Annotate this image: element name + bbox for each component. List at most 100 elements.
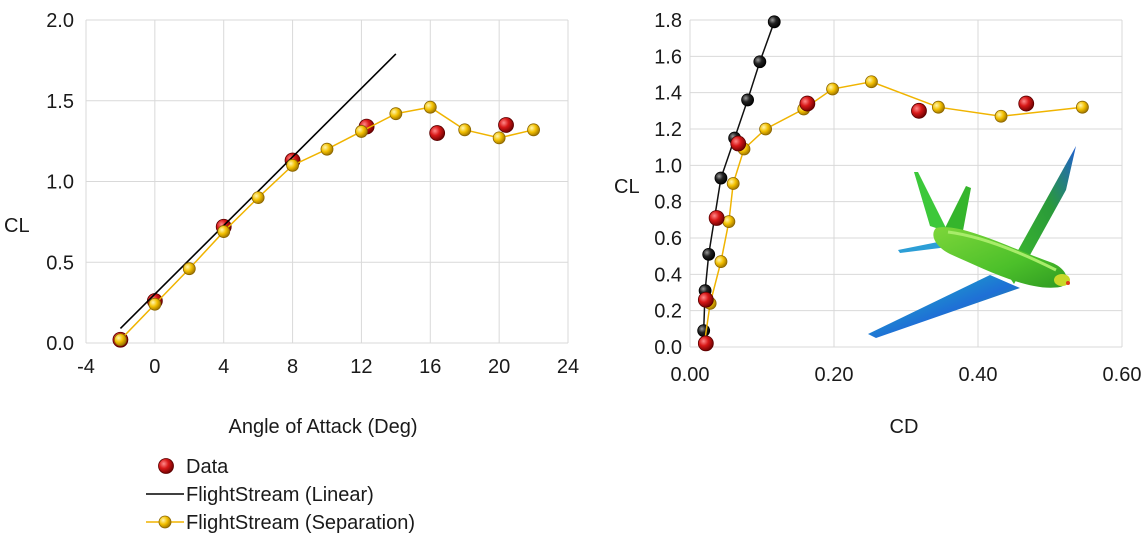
right-x-ticks: 0.00 0.20 0.40 0.60 bbox=[671, 364, 1142, 386]
series-1-point-5 bbox=[741, 93, 754, 107]
y-tick-label: 1.6 bbox=[654, 46, 682, 68]
series-1-point-2 bbox=[702, 247, 716, 261]
series-1-point-3 bbox=[714, 171, 728, 185]
series-2-point-2 bbox=[182, 262, 196, 276]
legend-marker-data bbox=[158, 458, 174, 474]
series-2-point-9 bbox=[423, 100, 437, 114]
series-2-point-7 bbox=[355, 125, 368, 138]
y-tick-label: 2.0 bbox=[46, 10, 74, 32]
x-tick-label: 0.40 bbox=[959, 364, 998, 386]
left-wing-shape bbox=[1006, 146, 1076, 284]
cl-vs-alpha-chart: 0.0 0.5 1.0 1.5 2.0 -4 0 4 8 12 16 20 24 CL Angle o… bbox=[4, 10, 579, 438]
fuselage-shape bbox=[933, 227, 1067, 288]
legend-item: FlightStream (Linear) bbox=[146, 484, 374, 506]
left-x-axis-label: Angle of Attack (Deg) bbox=[229, 416, 418, 438]
series-2-point-6 bbox=[759, 122, 772, 136]
legend-label: FlightStream (Linear) bbox=[186, 484, 374, 506]
series-line-2 bbox=[119, 106, 534, 341]
right-y-axis-label: CL bbox=[614, 176, 640, 198]
y-tick-label: 0.0 bbox=[46, 333, 74, 355]
right-x-axis-label: CD bbox=[890, 416, 919, 438]
left-y-axis-label: CL bbox=[4, 215, 30, 237]
series-1-point-6 bbox=[753, 55, 767, 69]
x-tick-label: 0.60 bbox=[1103, 364, 1142, 386]
legend-label: FlightStream (Separation) bbox=[186, 512, 415, 534]
y-tick-label: 0.2 bbox=[654, 301, 682, 323]
series-0-point-3 bbox=[730, 135, 747, 152]
y-tick-label: 0.8 bbox=[654, 192, 682, 214]
series-2-point-10 bbox=[458, 123, 472, 137]
legend-marker-separation bbox=[158, 515, 172, 529]
series-2-point-8 bbox=[826, 82, 839, 96]
series-0-point-0 bbox=[697, 335, 714, 352]
series-2-point-1 bbox=[148, 297, 162, 311]
y-tick-label: 1.0 bbox=[46, 172, 74, 194]
series-1-point-0 bbox=[697, 324, 711, 338]
series-0-point-6 bbox=[1018, 95, 1035, 112]
series-0-point-2 bbox=[708, 210, 725, 226]
left-grid bbox=[85, 19, 569, 344]
x-tick-label: 20 bbox=[488, 356, 510, 378]
right-y-ticks: 0.0 0.2 0.4 0.6 0.8 1.0 1.2 1.4 1.6 1.8 bbox=[654, 10, 682, 359]
series-0-point-4 bbox=[799, 95, 816, 112]
series-2-point-12 bbox=[527, 123, 540, 137]
x-tick-label: -4 bbox=[77, 356, 95, 378]
legend: Data FlightStream (Linear) FlightStream (S… bbox=[146, 456, 415, 534]
x-tick-label: 4 bbox=[218, 356, 229, 378]
series-2-point-0 bbox=[114, 333, 127, 347]
left-x-ticks: -4 0 4 8 12 16 20 24 bbox=[77, 356, 579, 378]
x-tick-label: 12 bbox=[350, 356, 372, 378]
series-line-2 bbox=[703, 80, 1083, 344]
series-2-point-4 bbox=[726, 177, 740, 190]
y-tick-label: 1.8 bbox=[654, 10, 682, 32]
y-tick-label: 1.2 bbox=[654, 119, 682, 141]
left-marks bbox=[112, 53, 540, 348]
legend-label: Data bbox=[186, 456, 229, 478]
y-tick-label: 0.4 bbox=[654, 264, 682, 286]
x-tick-label: 0.20 bbox=[815, 364, 854, 386]
series-2-point-9 bbox=[865, 75, 878, 89]
series-1-point-7 bbox=[767, 15, 781, 29]
x-tick-label: 16 bbox=[419, 356, 441, 378]
series-0-point-5 bbox=[911, 102, 927, 119]
nose-tip-shape bbox=[1066, 281, 1070, 285]
legend-item: Data bbox=[158, 456, 229, 478]
vertical-tail-shape bbox=[944, 186, 971, 236]
series-line-1 bbox=[119, 53, 397, 330]
series-2-point-11 bbox=[492, 131, 506, 145]
fuselage-highlight-shape bbox=[947, 230, 1057, 272]
series-2-point-3 bbox=[217, 225, 231, 238]
series-0-point-5 bbox=[429, 125, 446, 141]
right-stabilizer-shape bbox=[914, 172, 948, 232]
x-tick-label: 0 bbox=[149, 356, 160, 378]
right-wing-shape bbox=[868, 275, 1020, 338]
series-0-point-6 bbox=[498, 117, 514, 133]
y-tick-label: 1.0 bbox=[654, 155, 682, 177]
series-2-point-8 bbox=[389, 107, 403, 121]
series-0-point-1 bbox=[697, 291, 714, 308]
cl-vs-cd-chart: 0.00.20.40.60.81.01.21.41.61.8 0.00 0.20 0… bbox=[614, 10, 1141, 438]
left-y-ticks: 0.0 0.5 1.0 1.5 2.0 bbox=[46, 10, 74, 355]
x-tick-label: 0.00 bbox=[671, 364, 710, 386]
series-2-point-4 bbox=[251, 191, 265, 205]
y-tick-label: 0.6 bbox=[654, 228, 682, 250]
right-marks bbox=[697, 95, 1035, 352]
x-tick-label: 24 bbox=[557, 356, 579, 378]
series-2-point-5 bbox=[286, 158, 299, 172]
series-2-point-12 bbox=[1076, 100, 1089, 114]
series-2-point-3 bbox=[722, 215, 736, 229]
right-marks-under bbox=[697, 15, 1089, 350]
y-tick-label: 1.4 bbox=[654, 83, 682, 105]
series-line-1 bbox=[702, 21, 775, 331]
legend-item: FlightStream (Separation) bbox=[146, 512, 415, 534]
series-2-point-11 bbox=[994, 109, 1008, 123]
series-2-point-10 bbox=[932, 100, 945, 114]
series-2-point-2 bbox=[714, 255, 728, 269]
x-tick-label: 8 bbox=[287, 356, 298, 378]
y-tick-label: 1.5 bbox=[46, 91, 74, 113]
aircraft-surface-image bbox=[868, 146, 1076, 338]
series-2-point-6 bbox=[320, 142, 334, 156]
y-tick-label: 0.0 bbox=[654, 337, 682, 359]
y-tick-label: 0.5 bbox=[46, 252, 74, 274]
